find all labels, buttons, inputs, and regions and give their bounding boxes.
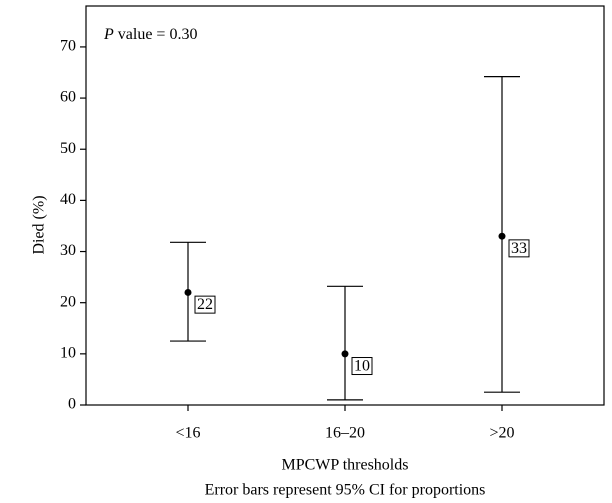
x-tick-label: >20: [489, 425, 514, 442]
data-label: 10: [354, 358, 370, 375]
data-label-box: [351, 357, 373, 376]
caption: Error bars represent 95% CI for proporti…: [205, 482, 486, 499]
x-axis-label: MPCWP thresholds: [282, 457, 409, 474]
point: [184, 288, 192, 296]
x-tick-label: <16: [175, 425, 200, 442]
y-tick-label: 40: [60, 191, 76, 208]
y-tick-label: 30: [60, 242, 76, 259]
data-label: 33: [511, 240, 527, 257]
point: [341, 350, 349, 358]
point: [498, 232, 506, 240]
data-label-box: [508, 239, 530, 258]
y-tick-label: 10: [60, 345, 76, 362]
y-tick-label: 60: [60, 89, 76, 106]
data-label-box: [194, 295, 216, 314]
y-axis-label: Died (%): [31, 195, 48, 254]
y-tick-label: 50: [60, 140, 76, 157]
x-tick-label: 16–20: [325, 425, 365, 442]
data-label: 22: [197, 296, 213, 313]
error-bar: [327, 285, 363, 401]
annotation: P value = 0.30: [103, 26, 197, 43]
y-tick-label: 70: [60, 38, 76, 55]
y-tick-label: 0: [68, 396, 76, 413]
y-tick-label: 20: [60, 293, 76, 310]
